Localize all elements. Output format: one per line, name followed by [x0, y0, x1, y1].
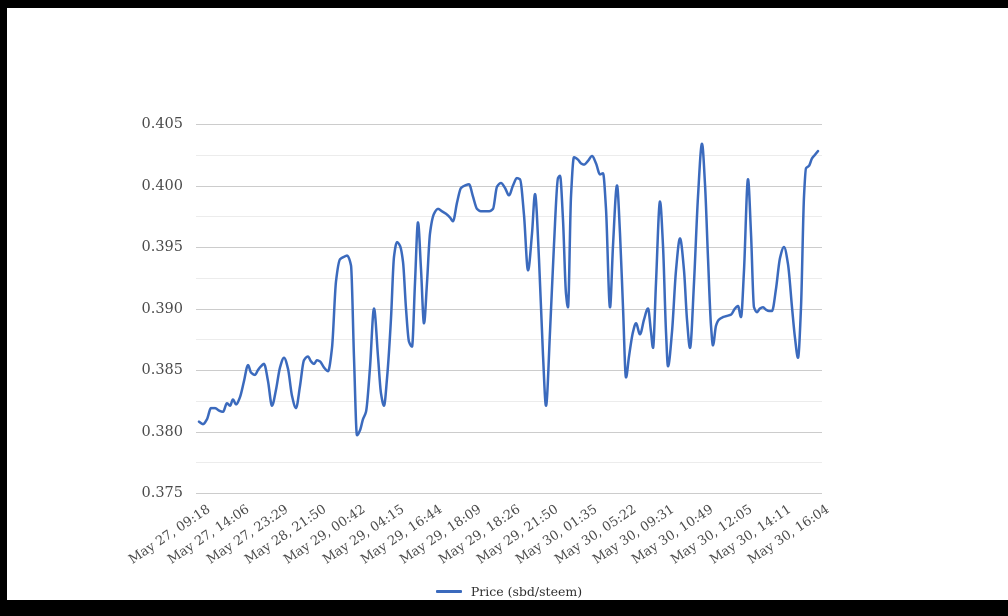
y-axis-label: 0.385 [141, 362, 183, 378]
y-axis-label: 0.390 [141, 300, 183, 317]
legend-label: Price (sbd/steem) [470, 583, 583, 599]
price-series-line [197, 142, 820, 437]
price-line-chart [196, 124, 822, 494]
y-axis-label: 0.395 [141, 239, 183, 255]
y-axis-label: 0.400 [141, 177, 183, 194]
chart-card: 0.405 0.400 0.395 0.390 0.385 0.380 0.375 May … [7, 8, 1008, 600]
y-axis-label: 0.375 [141, 485, 183, 501]
y-axis-label: 0.405 [141, 116, 183, 132]
y-axis-label: 0.380 [141, 423, 183, 440]
legend-line-swatch [435, 589, 462, 593]
legend: Price (sbd/steem) [196, 583, 822, 599]
